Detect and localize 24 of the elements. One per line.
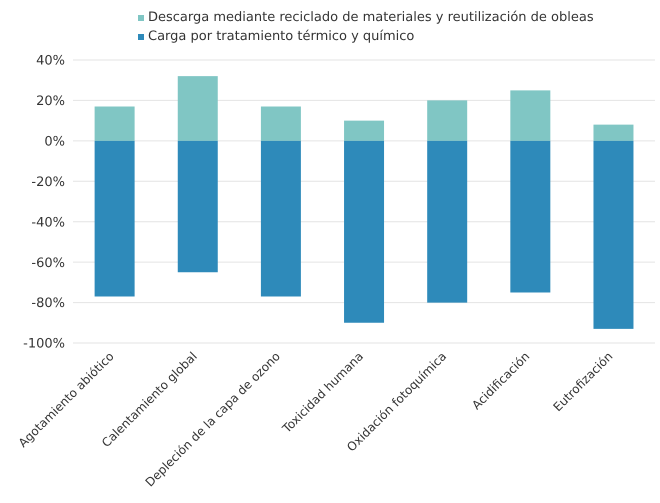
y-tick-label: -60% xyxy=(31,256,65,271)
bar xyxy=(178,140,218,272)
bar xyxy=(94,106,135,141)
bar xyxy=(344,120,384,141)
bar xyxy=(593,124,634,141)
bar xyxy=(427,140,468,303)
y-tick-label: 40% xyxy=(36,54,65,69)
y-tick-label: -20% xyxy=(31,174,65,190)
bar xyxy=(94,140,135,297)
bar xyxy=(178,76,218,141)
legend-label: Carga por tratamiento térmico y químico xyxy=(148,28,414,46)
legend-label: Descarga mediante reciclado de materiales y reutilización de obleas xyxy=(148,9,594,27)
bar xyxy=(260,106,301,141)
bar xyxy=(427,100,468,141)
bar xyxy=(344,140,384,323)
y-tick-label: 0% xyxy=(44,134,65,150)
y-tick-label: -40% xyxy=(31,215,65,230)
bar xyxy=(260,140,301,297)
y-tick-label: 20% xyxy=(36,94,65,110)
bar xyxy=(510,140,550,292)
bar xyxy=(510,90,550,141)
y-tick-label: -80% xyxy=(31,296,65,312)
y-tick-label: -100% xyxy=(23,336,65,352)
bar xyxy=(593,140,634,329)
